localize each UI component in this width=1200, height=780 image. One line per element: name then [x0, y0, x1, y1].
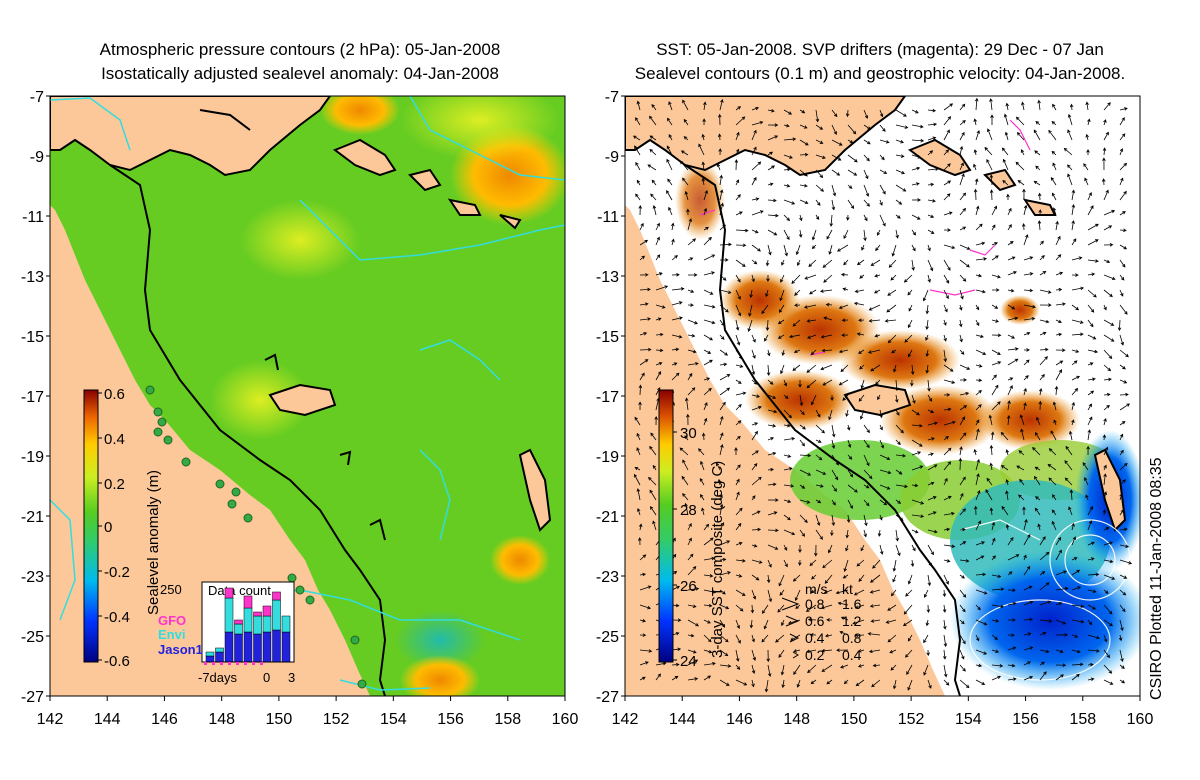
legend-ms: 0.8 [805, 596, 825, 612]
right-cbar-tick: 28 [680, 502, 697, 519]
right-title-line1: SST: 05-Jan-2008. SVP drifters (magenta)… [656, 40, 1104, 59]
lon-tick-label: 154 [380, 711, 407, 728]
lat-tick-label: -11 [22, 209, 44, 226]
left-map [50, 96, 565, 696]
lon-tick-label: 146 [726, 711, 753, 728]
inset-xlabel: 3 [288, 670, 295, 685]
lat-tick-label: -17 [596, 389, 619, 406]
legend-envi: Envi [158, 627, 185, 642]
lon-tick-label: 152 [898, 711, 925, 728]
lat-tick-label: -25 [21, 629, 44, 646]
lon-tick-label: 148 [783, 711, 810, 728]
lat-tick-label: -21 [21, 509, 44, 526]
legend-jason1: Jason1 [158, 642, 203, 657]
lon-tick-label: 154 [955, 711, 982, 728]
lat-tick-label: -21 [596, 509, 619, 526]
left-colorbar-label: Sealevel anomaly (m) [145, 470, 162, 615]
lat-tick-label: -7 [605, 89, 619, 106]
inset-bars [205, 587, 291, 663]
left-title-line1: Atmospheric pressure contours (2 hPa): 0… [99, 40, 501, 59]
legend-kt: 1.2 [842, 613, 862, 629]
lon-tick-label: 152 [323, 711, 350, 728]
lat-tick-label: -19 [596, 449, 619, 466]
lon-tick-label: 144 [669, 711, 696, 728]
velocity-legend: m/s kt 0.8 1.6 0.6 1.2 0.4 0.8 0.2 0.4 [781, 581, 862, 663]
right-title-line2: Sealevel contours (0.1 m) and geostrophi… [634, 64, 1126, 83]
legend-kt: 1.6 [842, 596, 862, 612]
inset-xlabel: -7days [198, 670, 238, 685]
left-cbar-tick: 0 [104, 519, 112, 536]
lon-tick-label: 158 [494, 711, 521, 728]
legend-ms: 0.6 [805, 613, 825, 629]
lon-tick-label: 156 [437, 711, 464, 728]
left-title-line2: Isostatically adjusted sealevel anomaly:… [101, 64, 499, 83]
left-cbar-tick: -0.2 [104, 564, 130, 581]
right-colorbar-label: 3-day SST composite (deg C) [709, 461, 726, 658]
legend-ms: 0.4 [805, 630, 825, 646]
lat-tick-label: -7 [30, 89, 44, 106]
lon-tick-label: 150 [266, 711, 293, 728]
left-png-land [50, 96, 332, 177]
lon-tick-label: 160 [552, 711, 579, 728]
left-cbar-tick: 0.4 [104, 431, 125, 448]
lon-tick-label: 148 [208, 711, 235, 728]
legend-header-ms: m/s [805, 581, 828, 597]
legend-kt: 0.4 [842, 647, 862, 663]
left-pressure-contours [50, 96, 565, 691]
lon-tick-label: 146 [151, 711, 178, 728]
legend-kt: 0.8 [842, 630, 862, 646]
right-map [625, 96, 1140, 696]
axis-tick-labels: 142 144 146 148 150 152 154 156 158 160 -7 -9 -11 -13… [21, 89, 1154, 728]
lat-tick-label: -23 [596, 569, 619, 586]
lon-tick-label: 160 [1127, 711, 1154, 728]
lat-tick-label: -15 [596, 329, 619, 346]
lat-tick-label: -19 [21, 449, 44, 466]
lat-tick-label: -15 [21, 329, 44, 346]
inset-title: Data count [208, 583, 271, 598]
lon-tick-label: 142 [612, 711, 639, 728]
right-geostrophic-velocity [632, 97, 1133, 693]
legend-ms: 0.2 [805, 647, 825, 663]
right-cbar-tick: 30 [680, 425, 697, 442]
lon-tick-label: 156 [1012, 711, 1039, 728]
lat-tick-label: -9 [30, 149, 44, 166]
credit-text: CSIRO Plotted 11-Jan-2008 08:35 [1148, 457, 1165, 700]
left-cbar-tick: 0.2 [104, 476, 125, 493]
lon-tick-label: 144 [94, 711, 121, 728]
right-colorbar: 30 28 26 24 3-day SST composite (deg C) [658, 389, 726, 670]
lat-tick-label: -13 [21, 269, 44, 286]
legend-header-kt: kt [842, 581, 853, 597]
left-cbar-tick: 0.6 [104, 386, 125, 403]
lat-tick-label: -23 [21, 569, 44, 586]
right-svp-drifters [699, 119, 1031, 356]
data-count-inset: Data count 250 -7days 0 3 GFO Envi Jason… [158, 581, 295, 685]
lat-tick-label: -11 [597, 209, 619, 226]
legend-gfo: GFO [158, 613, 186, 628]
lon-tick-label: 158 [1069, 711, 1096, 728]
lat-tick-label: -25 [596, 629, 619, 646]
lat-tick-label: -27 [596, 689, 619, 706]
lon-tick-label: 150 [841, 711, 868, 728]
lat-tick-label: -27 [21, 689, 44, 706]
lat-tick-label: -9 [605, 149, 619, 166]
left-cbar-tick: -0.6 [104, 653, 130, 670]
left-colorbar: 0.6 0.4 0.2 0 -0.2 -0.4 -0.6 Sealevel an… [83, 386, 162, 670]
right-cbar-tick: 24 [680, 653, 697, 670]
left-tide-gauges [145, 385, 367, 689]
right-cbar-tick: 26 [680, 578, 697, 595]
left-cbar-tick: -0.4 [104, 609, 130, 626]
left-shelf-contour [109, 164, 387, 696]
inset-xlabel: 0 [263, 670, 270, 685]
lat-tick-label: -17 [21, 389, 44, 406]
inset-ymax-label: 250 [160, 582, 182, 597]
lon-tick-label: 142 [37, 711, 64, 728]
right-sealevel-contours [959, 519, 1131, 681]
lat-tick-label: -13 [596, 269, 619, 286]
